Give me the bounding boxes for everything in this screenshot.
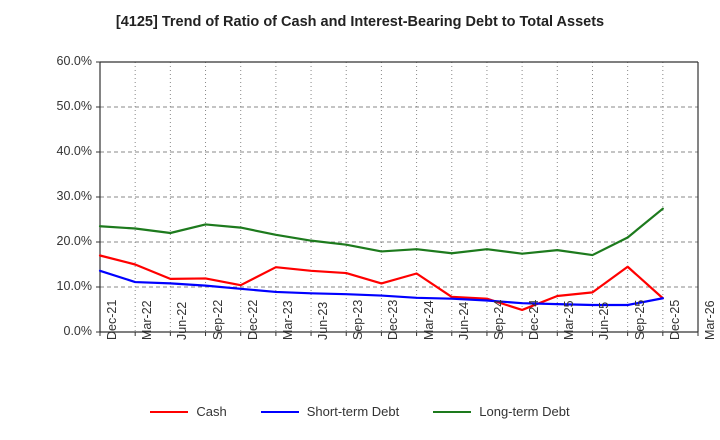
legend-label: Short-term Debt	[306, 404, 400, 419]
series-line-cash	[98, 254, 664, 312]
x-axis-tick-label: Mar-25	[562, 300, 577, 340]
y-axis-tick-label: 50.0%	[56, 99, 92, 113]
legend-label: Cash	[196, 404, 227, 419]
x-axis-tick-label: Dec-23	[386, 299, 401, 340]
x-axis-tick-label: Sep-24	[491, 299, 506, 340]
x-axis-tick-label: Dec-25	[667, 299, 682, 340]
x-axis-tick-label: Jun-23	[316, 301, 331, 340]
x-axis-tick-label: Mar-22	[140, 300, 155, 340]
legend-line-swatch-icon	[433, 410, 472, 413]
x-axis-tick-label: Dec-24	[527, 299, 542, 340]
chart-legend: Cash Short-term Debt Long-term Debt	[0, 404, 720, 419]
x-axis-tick-label: Dec-21	[105, 299, 119, 340]
series-line-short-term-debt	[98, 269, 664, 307]
x-axis-tick-label: Mar-23	[280, 300, 295, 340]
y-axis-tick-label: 60.0%	[56, 54, 92, 68]
legend-label: Long-term Debt	[479, 404, 570, 419]
y-axis-tick-label: 30.0%	[56, 189, 92, 203]
x-axis-tick-label: Jun-24	[456, 301, 471, 340]
x-axis-tick-label: Mar-26	[703, 300, 717, 340]
x-axis-tick-label: Jun-22	[175, 301, 190, 340]
x-axis-tick-label: Mar-24	[421, 300, 436, 340]
legend-item[interactable]: Long-term Debt	[433, 404, 570, 419]
legend-item[interactable]: Short-term Debt	[260, 404, 400, 419]
legend-line-swatch-icon	[150, 410, 189, 413]
x-axis-tick-label: Dec-22	[245, 299, 260, 340]
x-axis-tick-label: Sep-23	[351, 299, 366, 340]
y-axis-tick-label: 10.0%	[56, 279, 92, 293]
chart-title: [4125] Trend of Ratio of Cash and Intere…	[115, 14, 605, 30]
y-axis-tick-label: 40.0%	[56, 144, 92, 158]
x-axis-tick-label: Sep-22	[210, 299, 225, 340]
x-axis-tick-label: Jun-25	[597, 301, 612, 340]
legend-line-swatch-icon	[260, 410, 299, 413]
y-axis-tick-label: 20.0%	[56, 234, 92, 248]
x-axis-tick-label: Sep-25	[632, 299, 647, 340]
legend-item[interactable]: Cash	[150, 404, 227, 419]
series-line-long-term-debt	[98, 207, 664, 257]
y-axis-tick-label: 0.0%	[63, 324, 93, 338]
